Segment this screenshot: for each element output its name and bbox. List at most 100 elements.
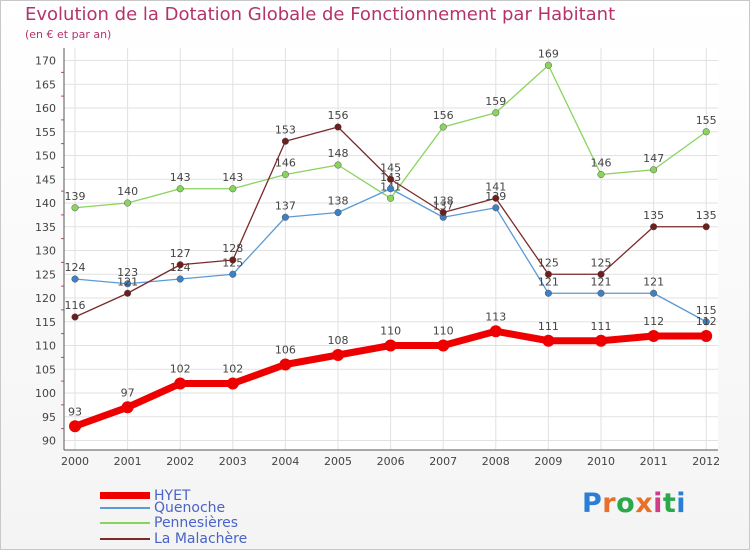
x-tick-label: 2006 [377, 455, 405, 468]
chart-title: Evolution de la Dotation Globale de Fonc… [25, 4, 616, 25]
data-point-hyet [332, 349, 344, 361]
data-label-hyet: 113 [485, 310, 506, 323]
data-point-hyet [384, 339, 397, 352]
y-tick-label: 105 [35, 363, 56, 376]
data-point-hyet [226, 377, 239, 390]
data-label-hyet: 112 [643, 315, 664, 328]
data-label-pennesieres: 155 [696, 114, 717, 127]
proxiti-logo: Proxiti [582, 488, 686, 519]
data-point-la-malachere [650, 223, 658, 231]
data-label-la-malachere: 156 [328, 109, 349, 122]
data-label-quenoche: 115 [696, 304, 717, 317]
data-point-la-malachere [702, 223, 710, 231]
y-tick-label: 145 [35, 173, 56, 186]
data-label-pennesieres: 146 [591, 157, 612, 170]
data-point-hyet [647, 330, 660, 342]
data-point-hyet [700, 330, 713, 342]
y-tick-label: 150 [35, 150, 56, 163]
y-tick-label: 125 [35, 268, 56, 281]
x-tick-label: 2009 [534, 455, 562, 468]
logo-letter: r [602, 488, 617, 519]
data-point-pennesieres [71, 204, 79, 212]
data-point-quenoche [71, 275, 79, 283]
x-tick-label: 2012 [692, 455, 720, 468]
data-point-quenoche [387, 185, 395, 193]
data-point-quenoche [597, 289, 605, 297]
data-label-pennesieres: 169 [538, 47, 559, 60]
data-point-pennesieres [439, 123, 447, 131]
x-tick-label: 2008 [482, 455, 510, 468]
legend-swatch-hyet [100, 492, 150, 499]
logo-letter: P [582, 488, 603, 519]
legend-label-quenoche: Quenoche [154, 500, 226, 516]
data-point-hyet [174, 377, 187, 390]
y-tick-label: 120 [35, 292, 56, 305]
data-label-hyet: 111 [538, 320, 559, 333]
data-point-quenoche [124, 280, 132, 288]
data-point-pennesieres [176, 185, 184, 193]
data-label-hyet: 97 [121, 386, 135, 399]
data-point-pennesieres [281, 170, 289, 179]
data-label-hyet: 102 [222, 363, 243, 376]
data-point-hyet [69, 420, 81, 433]
data-label-hyet: 111 [591, 320, 612, 333]
data-point-la-malachere [597, 270, 605, 278]
x-tick-label: 2004 [271, 455, 299, 468]
logo-letter: o [616, 488, 636, 519]
y-tick-label: 160 [35, 102, 56, 115]
data-point-hyet [489, 325, 502, 338]
data-label-pennesieres: 143 [222, 171, 243, 184]
data-label-quenoche: 123 [117, 266, 138, 279]
data-point-la-malachere [124, 289, 132, 297]
y-tick-label: 140 [35, 197, 56, 210]
data-label-quenoche: 137 [275, 199, 296, 212]
y-tick-label: 155 [35, 126, 56, 139]
y-tick-label: 170 [35, 55, 56, 68]
legend-label-hyet: HYET [154, 488, 191, 504]
data-point-hyet [437, 339, 450, 352]
data-point-quenoche [176, 275, 184, 283]
data-point-quenoche [229, 270, 237, 278]
data-label-hyet: 102 [170, 363, 191, 376]
data-label-quenoche: 124 [65, 261, 86, 274]
x-tick-label: 2005 [324, 455, 352, 468]
y-tick-label: 100 [35, 387, 56, 400]
data-label-la-malachere: 135 [696, 209, 717, 222]
logo-letter: x [635, 488, 654, 519]
y-tick-label: 165 [35, 78, 56, 91]
data-point-la-malachere [544, 270, 552, 278]
data-point-quenoche [702, 318, 710, 326]
data-point-hyet [279, 358, 292, 371]
data-point-la-malachere [71, 313, 79, 321]
data-label-la-malachere: 125 [538, 256, 559, 269]
data-point-pennesieres [650, 166, 658, 174]
data-point-la-malachere [387, 175, 395, 183]
data-point-quenoche [492, 204, 500, 212]
data-point-hyet [121, 401, 134, 414]
data-label-hyet: 112 [696, 315, 717, 328]
data-point-hyet [542, 334, 555, 347]
data-point-pennesieres [597, 170, 605, 179]
data-label-la-malachere: 125 [591, 256, 612, 269]
data-label-la-malachere: 141 [485, 180, 506, 193]
legend-swatch-la-malachere [100, 538, 150, 540]
data-label-la-malachere: 128 [222, 242, 243, 255]
chart-subtitle: (en € et par an) [25, 28, 112, 41]
x-tick-label: 2001 [114, 455, 142, 468]
data-point-quenoche [281, 213, 289, 221]
x-tick-label: 2002 [166, 455, 194, 468]
data-label-pennesieres: 148 [328, 147, 349, 160]
data-label-hyet: 93 [68, 405, 82, 418]
data-point-pennesieres [544, 61, 552, 69]
data-label-quenoche: 138 [328, 195, 349, 208]
data-label-la-malachere: 138 [433, 195, 454, 208]
data-point-la-malachere [281, 137, 289, 145]
y-tick-label: 130 [35, 245, 56, 258]
data-label-pennesieres: 159 [485, 95, 506, 108]
data-point-hyet [595, 334, 607, 347]
data-label-quenoche: 121 [538, 275, 559, 288]
data-label-la-malachere: 145 [380, 161, 401, 174]
data-point-la-malachere [334, 123, 342, 131]
data-point-pennesieres [334, 161, 342, 169]
